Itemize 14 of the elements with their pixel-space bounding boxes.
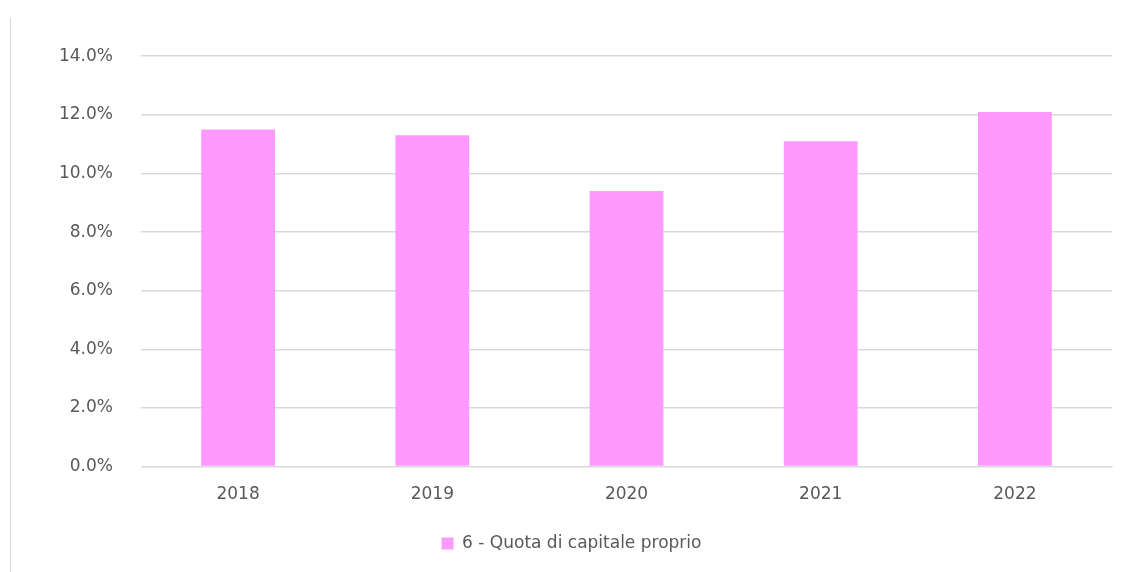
y-tick-label: 10.0% [58,161,113,182]
y-tick-label: 6.0% [69,279,113,300]
x-tick-label: 2018 [216,483,260,504]
legend-label: 6 - Quota di capitale proprio [462,531,702,552]
y-tick-label: 0.0% [69,455,113,476]
x-tick-label: 2020 [604,483,649,504]
x-tick-label: 2021 [799,483,843,504]
x-tick-label: 2019 [410,483,454,504]
y-tick-label: 12.0% [58,103,113,124]
x-tick-label: 2022 [993,483,1037,504]
y-tick-label: 4.0% [69,337,113,358]
y-tick-label: 8.0% [69,220,113,241]
y-tick-label: 14.0% [58,44,113,65]
y-tick-label: 2.0% [69,396,113,417]
